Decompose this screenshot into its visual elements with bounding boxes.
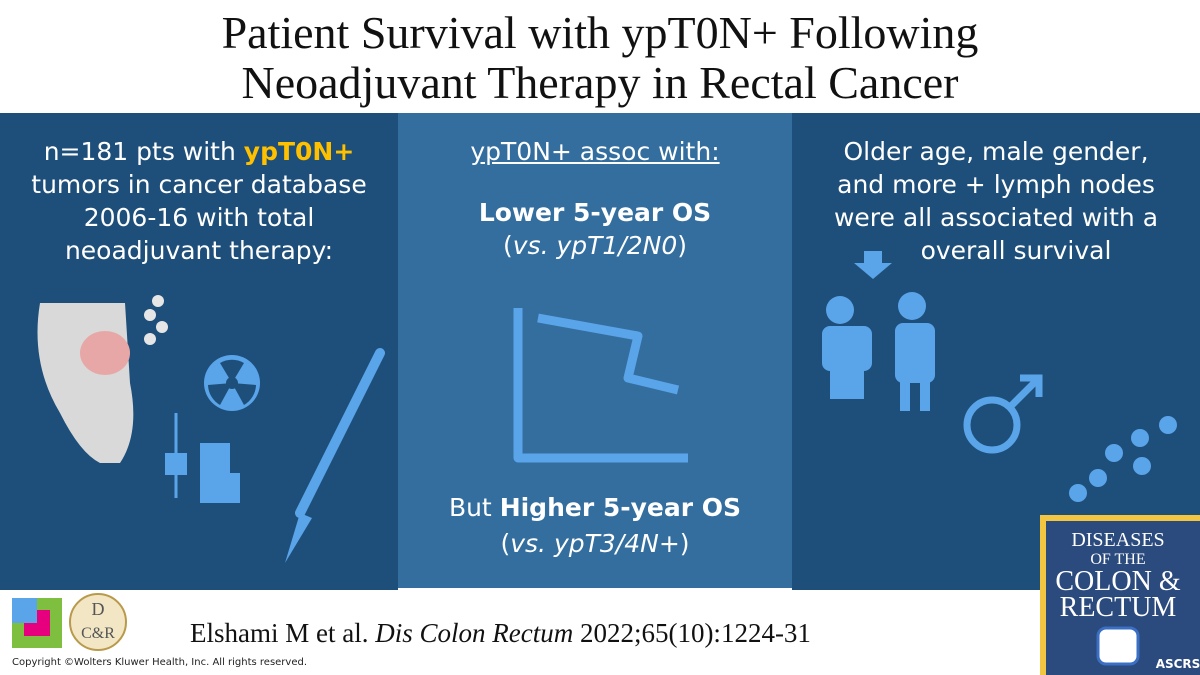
paren: ( (502, 231, 513, 260)
comparison: (vs. ypT1/2N0) (398, 229, 792, 262)
title-line: Patient Survival with ypT0N+ Following (221, 7, 979, 58)
text-line: were all associated with a (833, 203, 1159, 232)
text-line: Older age, male gender, (843, 137, 1149, 166)
treatment-icons (37, 295, 385, 563)
comparison-text: vs. ypT3/4N+ (510, 529, 680, 558)
cover-society: ASCRS (1156, 657, 1200, 671)
comparison-text: vs. ypT1/2N0 (512, 231, 678, 260)
text-line: tumors in cancer database (31, 170, 367, 199)
highlight: ypT0N+ (243, 137, 355, 166)
text-line: and more + lymph nodes (837, 170, 1155, 199)
panel-right: Older age, male gender, and more + lymph… (792, 113, 1200, 590)
logo-text: C&R (81, 625, 115, 642)
text: n=181 pts with (43, 137, 244, 166)
text-line: n=181 pts with ypT0N+ (0, 135, 398, 168)
heading: ypT0N+ assoc with: (470, 137, 720, 166)
survival-icon (513, 308, 688, 463)
citation: Elshami M et al. Dis Colon Rectum 2022;6… (190, 618, 811, 649)
finding: Lower 5-year OS (478, 198, 712, 227)
wk-logo (12, 598, 62, 648)
cover-text: RECTUM (1060, 592, 1177, 623)
bold-text: Higher 5-year OS (499, 493, 742, 522)
panel-middle: ypT0N+ assoc with: Lower 5-year OS (vs. … (398, 113, 792, 588)
text-line: 2006-16 with total (83, 203, 315, 232)
text-line: neoadjuvant therapy: (64, 236, 334, 265)
paren: ( (500, 529, 511, 558)
panel-left: n=181 pts with ypT0N+ tumors in cancer d… (0, 113, 398, 590)
title-line: Neoadjuvant Therapy in Rectal Cancer (241, 57, 959, 108)
paren: ) (679, 529, 690, 558)
text-line: overall survival (920, 236, 1112, 265)
logo-text: D (92, 599, 105, 619)
finding: But Higher 5-year OS (398, 491, 792, 524)
journal: Dis Colon Rectum (375, 618, 574, 648)
copyright: Copyright ©Wolters Kluwer Health, Inc. A… (12, 657, 308, 668)
risk-icons (822, 251, 1177, 502)
comparison: (vs. ypT3/4N+) (398, 527, 792, 560)
text: But (448, 493, 500, 522)
paren: ) (677, 231, 688, 260)
reference: 2022;65(10):1224-31 (573, 618, 811, 648)
authors: Elshami M et al. (190, 618, 376, 648)
